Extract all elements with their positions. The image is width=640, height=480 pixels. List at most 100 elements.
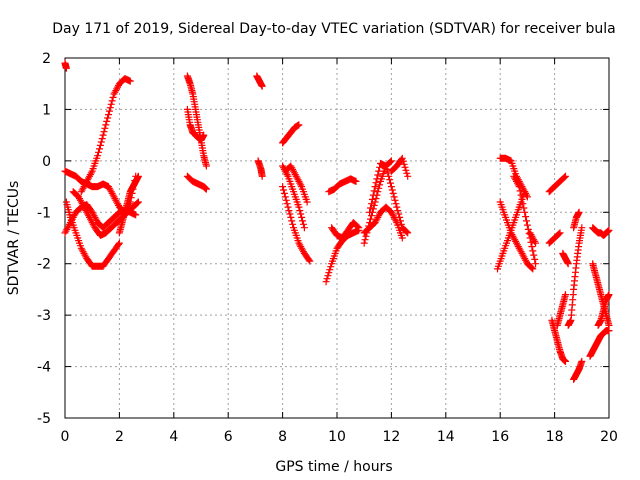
data-point (562, 357, 569, 365)
data-point (326, 266, 334, 274)
data-point (95, 148, 102, 156)
data-point (96, 145, 103, 153)
data-point (555, 230, 563, 238)
series-track-28 (526, 229, 540, 247)
data-point (258, 82, 266, 90)
data-point (305, 256, 313, 264)
data-point (401, 163, 409, 171)
data-point (355, 224, 363, 232)
data-point (391, 196, 399, 204)
series-track-16 (281, 162, 311, 206)
data-point (352, 177, 360, 185)
data-point (115, 239, 123, 247)
series-track-06 (77, 75, 134, 196)
data-point (514, 181, 522, 189)
data-point (105, 111, 112, 119)
y-tick-label: -5 (37, 411, 51, 427)
data-point (106, 104, 114, 112)
data-point (282, 196, 290, 204)
data-point (398, 154, 406, 162)
data-point (360, 239, 368, 247)
series-track-09 (183, 105, 208, 144)
data-point (285, 207, 293, 215)
data-point (98, 135, 106, 143)
series-track-32 (553, 291, 569, 329)
data-point (400, 160, 408, 168)
data-point (578, 357, 586, 365)
data-point (529, 247, 537, 255)
x-tick-label: 16 (491, 429, 509, 445)
data-point (397, 220, 405, 228)
data-point (564, 260, 572, 268)
series-track-27 (510, 172, 540, 268)
data-point (258, 172, 266, 180)
data-point (102, 121, 110, 129)
data-point (134, 172, 142, 180)
data-point (403, 228, 411, 236)
data-point (279, 183, 287, 191)
data-point (300, 220, 307, 228)
data-point (520, 204, 528, 212)
x-tick-label: 18 (546, 429, 564, 445)
data-point (281, 193, 289, 201)
data-point (297, 181, 305, 189)
data-point (530, 251, 538, 259)
x-tick-label: 10 (328, 429, 346, 445)
data-point (286, 210, 294, 218)
data-point (393, 203, 401, 211)
data-point (370, 187, 378, 195)
data-point (387, 183, 395, 191)
series-track-37 (586, 327, 613, 360)
data-point (516, 187, 524, 195)
series-track-31 (548, 316, 569, 365)
data-point (367, 204, 374, 212)
data-point (287, 213, 295, 221)
data-point (392, 200, 400, 208)
data-point (404, 172, 412, 180)
data-point (368, 200, 375, 208)
y-tick-label: -4 (37, 360, 51, 376)
data-point (62, 64, 70, 72)
data-point (374, 171, 382, 179)
data-point (104, 114, 112, 122)
series-track-07 (115, 172, 142, 237)
series-track-26 (496, 198, 537, 273)
data-point (132, 211, 140, 219)
data-point (397, 217, 404, 225)
series-track-34 (564, 224, 586, 329)
data-point (283, 200, 291, 208)
data-point (387, 158, 394, 166)
data-point (575, 208, 583, 216)
y-axis-label: SDTVAR / TECUs (6, 181, 22, 296)
data-point (517, 191, 525, 199)
data-point (515, 183, 523, 191)
data-point (404, 229, 412, 237)
y-tick-label: 0 (42, 154, 51, 170)
data-point (297, 210, 305, 218)
data-point (578, 224, 586, 232)
data-point (395, 210, 403, 218)
data-point (103, 117, 111, 125)
data-point (295, 203, 303, 211)
data-point (605, 226, 613, 234)
data-point (200, 131, 208, 139)
data-point (399, 157, 407, 165)
series-track-39 (589, 224, 613, 239)
data-point (388, 186, 396, 194)
y-tick-label: -3 (37, 308, 51, 324)
y-tick-label: 1 (42, 102, 51, 118)
y-tick-label: 2 (42, 51, 51, 67)
data-point (284, 203, 292, 211)
data-point (374, 188, 382, 196)
data-point (521, 208, 529, 216)
data-point (529, 265, 537, 273)
data-point (531, 255, 539, 263)
data-point (101, 124, 109, 132)
data-point (531, 237, 539, 245)
data-point (303, 198, 311, 206)
series-track-19 (325, 175, 360, 196)
data-point (300, 224, 308, 232)
series-track-11 (253, 72, 266, 90)
